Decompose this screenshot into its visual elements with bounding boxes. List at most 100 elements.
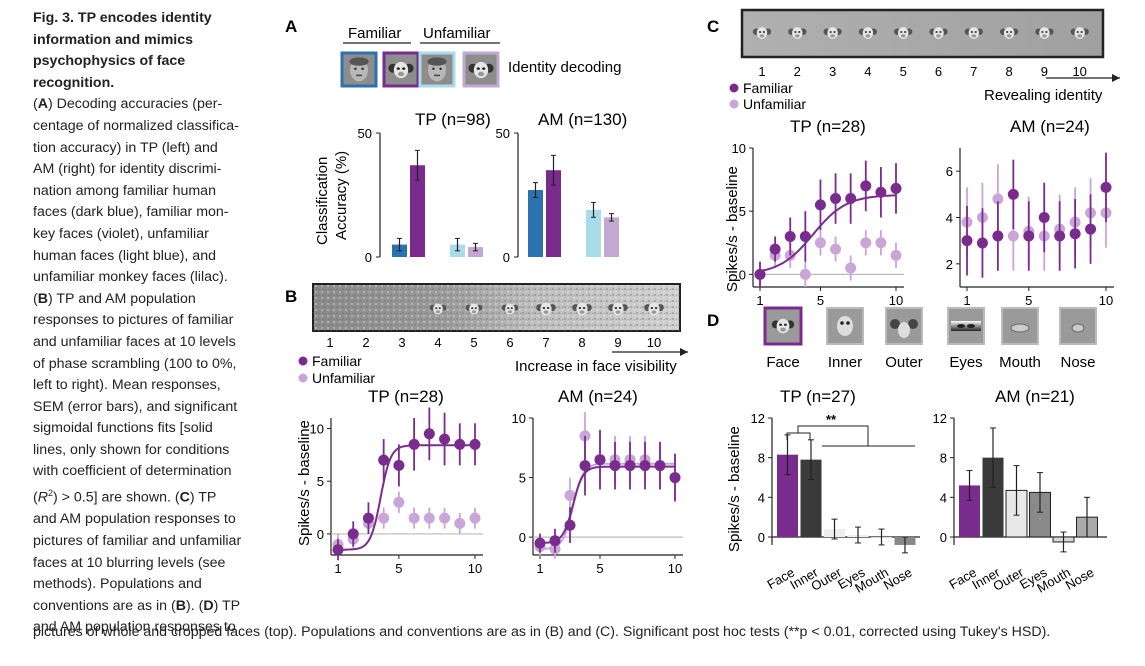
caption-line: and unfamiliar faces at 10 levels (33, 333, 236, 350)
data-point (594, 454, 606, 466)
caption-line: nation among familiar human (33, 182, 216, 199)
data-point (609, 460, 621, 472)
monkey-eye (578, 306, 582, 309)
monkey-eye (482, 67, 486, 70)
y-tick-label: 0 (519, 530, 526, 545)
chart-title: TP (n=98) (415, 110, 491, 129)
outer-ear (908, 319, 918, 329)
monkey-eye (1005, 31, 1009, 33)
monkey-eye (650, 306, 654, 309)
monkey-face (792, 27, 803, 39)
y-tick-label: 0 (739, 267, 746, 282)
data-point (1038, 212, 1050, 223)
series-unfamiliar (332, 491, 481, 555)
monkey-face (1074, 27, 1085, 39)
monkey-eye (438, 307, 441, 309)
data-point (769, 243, 781, 255)
data-point (423, 512, 435, 524)
monkey-muzzle (900, 34, 906, 38)
monkey-eye (970, 31, 974, 33)
monkey-muzzle (435, 310, 441, 314)
data-point (332, 544, 344, 556)
y-tick-label: 0 (758, 530, 765, 545)
monkey-eye (868, 31, 872, 33)
blur-level-number: 1 (758, 64, 765, 79)
monkey-face (776, 318, 790, 334)
blur-strip (740, 8, 1105, 59)
b-legend-unfamiliar-marker (298, 373, 308, 383)
monkey-eye (510, 307, 513, 309)
x-tick-label: 10 (889, 293, 903, 308)
a-ylabel-1: Classification (314, 157, 331, 245)
series-unfamiliar (754, 230, 902, 287)
monkey-eye (1009, 31, 1013, 33)
data-point (362, 512, 374, 524)
series-familiar (332, 407, 481, 561)
monkey-face (393, 61, 409, 79)
blur-level-numbers: 1 2 3 4 5 6 7 8 9 10 (758, 64, 1087, 79)
caption-line: left to right). Mean responses, (33, 377, 221, 394)
monkey-face (433, 303, 443, 315)
c-legend-unfamiliar: Unfamiliar (743, 96, 806, 112)
x-tick-label: 5 (596, 561, 603, 576)
outer-chin (898, 322, 910, 338)
chart-title: TP (n=27) (780, 387, 856, 406)
y-tick-label: 10 (512, 411, 526, 426)
monkey-muzzle (543, 310, 549, 314)
data-point (890, 249, 902, 261)
data-point (1069, 228, 1081, 240)
monkey-eye (864, 31, 868, 33)
monkey-face (505, 303, 515, 315)
bar (468, 247, 483, 257)
data-point (347, 528, 359, 540)
bar (959, 485, 980, 537)
y-tick-label: 8 (758, 451, 765, 466)
y-tick-label: 2 (946, 257, 953, 272)
y-tick-label: 0 (365, 250, 372, 265)
data-point (860, 237, 872, 249)
panel-letter-d: D (707, 311, 719, 330)
monkey-eye (798, 31, 801, 33)
monkey-muzzle (477, 71, 485, 77)
monkey-muzzle (865, 34, 871, 38)
monkey-face (576, 302, 588, 316)
bar (410, 165, 425, 257)
data-point (423, 428, 435, 440)
scramble-level-number: 2 (362, 335, 369, 350)
data-point (454, 438, 466, 450)
scramble-level-number: 1 (326, 335, 333, 350)
series-familiar (534, 429, 681, 553)
data-point (378, 512, 390, 524)
monkey-eye (903, 31, 907, 33)
y-tick-label: 4 (946, 211, 953, 226)
monkey-muzzle (971, 34, 977, 38)
caption-line: and AM population responses to (33, 511, 236, 528)
y-tick-label: 5 (317, 474, 324, 489)
bar (604, 217, 619, 257)
monkey-muzzle (615, 310, 621, 314)
outer-ear (890, 319, 900, 329)
bar (586, 209, 601, 257)
caption-line: (R2) > 0.5] are shown. (C) TP (33, 488, 217, 506)
scramble-level-numbers: 1 2 3 4 5 6 7 8 9 10 (326, 335, 661, 350)
a-ylabel-2: Accuracy (%) (333, 151, 350, 240)
monkey-muzzle (1042, 34, 1047, 38)
monkey-eye (833, 31, 836, 33)
bracket (797, 425, 915, 447)
caption-line: key faces (violet), unfamiliar (33, 225, 209, 242)
caption-title: Fig. 3. TP encodes identity information … (33, 10, 212, 91)
chart-title: AM (n=24) (558, 387, 638, 406)
b-legend-familiar: Familiar (312, 353, 362, 369)
sigmoid-fit (539, 465, 675, 544)
stimulus-eye (840, 321, 844, 325)
series-familiar (961, 152, 1112, 278)
monkey-eye (435, 307, 438, 309)
caption-line: tion accuracy) in TP (left) and (33, 139, 218, 156)
data-point (992, 193, 1004, 205)
blur-level-number: 3 (829, 64, 836, 79)
caption-tail: pictures of whole and cropped faces (top… (33, 624, 1051, 640)
data-point (799, 230, 811, 242)
caption-line: responses to pictures of familiar (33, 312, 234, 329)
caption-line: SEM (error bars), and significant (33, 398, 238, 415)
monkey-eye (1080, 31, 1083, 33)
